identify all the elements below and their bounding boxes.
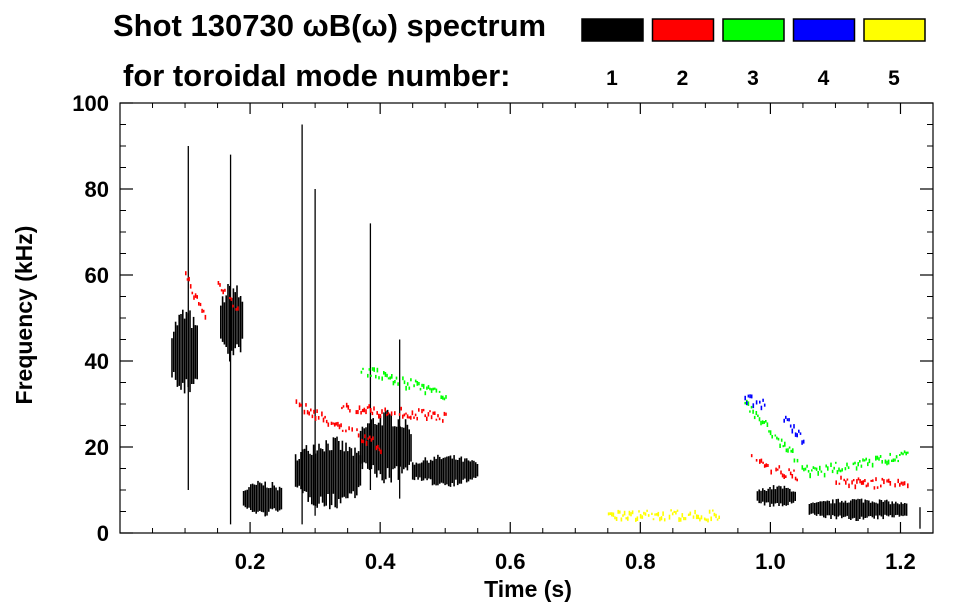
plot-data [171,124,921,529]
mode-3-track-0 [360,367,447,401]
mode-2-track-1 [217,281,239,311]
y-tick-label: 0 [97,521,109,546]
series-mode-4 [744,394,805,445]
legend-swatch-mode-3 [722,18,785,42]
mode-3-track-2 [809,450,909,479]
mode-1-blob-2 [242,480,283,517]
series-mode-3 [360,367,909,479]
legend-label-mode-5: 5 [888,67,900,90]
x-tick-label: 1.2 [885,549,916,574]
y-tick-label: 80 [85,177,109,202]
chart-title-line2: for toroidal mode number: [123,58,511,93]
axis-ticks: 0.2 0.4 0.6 0.8 1.0 1.2 0 20 40 60 80 100 [72,91,933,574]
y-tick-label: 20 [85,435,109,460]
mode-2-track-0 [185,271,207,320]
series-mode-2 [185,271,909,490]
y-tick-label: 40 [85,349,109,374]
chart-title-line1: Shot 130730 ωB(ω) spectrum [113,8,546,43]
mode-1-blob-4 [359,409,412,484]
x-tick-label: 0.6 [495,549,526,574]
x-axis-label: Time (s) [484,576,572,602]
mode-4-track-0 [744,394,766,411]
legend-label-mode-3: 3 [747,67,759,90]
series-mode-5 [607,509,720,523]
mode-1-blob-3 [294,436,362,510]
y-axis-label: Frequency (kHz) [11,226,37,405]
mode-1-blob-7 [808,498,908,521]
mode-1-blob-0 [171,309,198,394]
y-tick-label: 60 [85,263,109,288]
mode-1-blob-1 [220,284,244,362]
mode-5-track-0 [607,509,720,523]
legend-swatch-mode-4 [792,18,856,42]
mode-1-blob-6 [756,485,797,507]
mode-1-blob-5 [411,454,479,487]
legend: 1 2 3 4 5 [581,18,926,90]
x-tick-label: 0.4 [365,549,396,574]
legend-label-mode-2: 2 [677,67,689,90]
legend-swatch-mode-2 [651,18,715,42]
x-tick-label: 0.2 [235,549,266,574]
y-tick-label: 100 [72,91,109,116]
mode-3-track-1 [744,399,811,478]
x-tick-label: 0.8 [625,549,656,574]
legend-label-mode-1: 1 [606,67,618,90]
mode-2-track-2 [295,399,382,455]
series-mode-1 [171,124,921,529]
x-tick-label: 1.0 [755,549,786,574]
mode-2-track-5 [835,475,909,490]
mode-2-track-4 [750,454,798,482]
legend-swatch-mode-5 [863,18,926,42]
legend-swatch-mode-1 [581,18,644,42]
mode-4-track-1 [783,415,805,445]
legend-label-mode-4: 4 [818,67,830,90]
mode-2-track-3 [341,402,447,423]
